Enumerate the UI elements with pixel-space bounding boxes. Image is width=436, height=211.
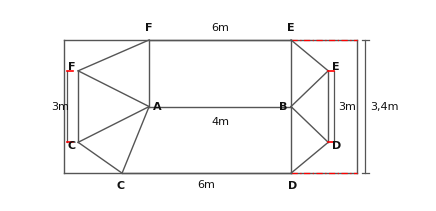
Text: C: C xyxy=(68,141,76,151)
Text: 6m: 6m xyxy=(211,23,229,33)
Text: 4m: 4m xyxy=(211,117,229,127)
Text: F: F xyxy=(145,23,152,33)
Text: D: D xyxy=(288,181,297,191)
Text: 3,4m: 3,4m xyxy=(370,101,398,112)
Text: B: B xyxy=(279,101,287,112)
Text: C: C xyxy=(116,181,124,191)
Text: 6m: 6m xyxy=(198,180,215,191)
Text: 3m: 3m xyxy=(338,101,356,112)
Text: E: E xyxy=(287,23,295,33)
Text: E: E xyxy=(331,62,339,72)
Text: 3m: 3m xyxy=(51,101,69,112)
Text: A: A xyxy=(153,101,162,112)
Text: F: F xyxy=(68,62,76,72)
Text: D: D xyxy=(331,141,341,151)
